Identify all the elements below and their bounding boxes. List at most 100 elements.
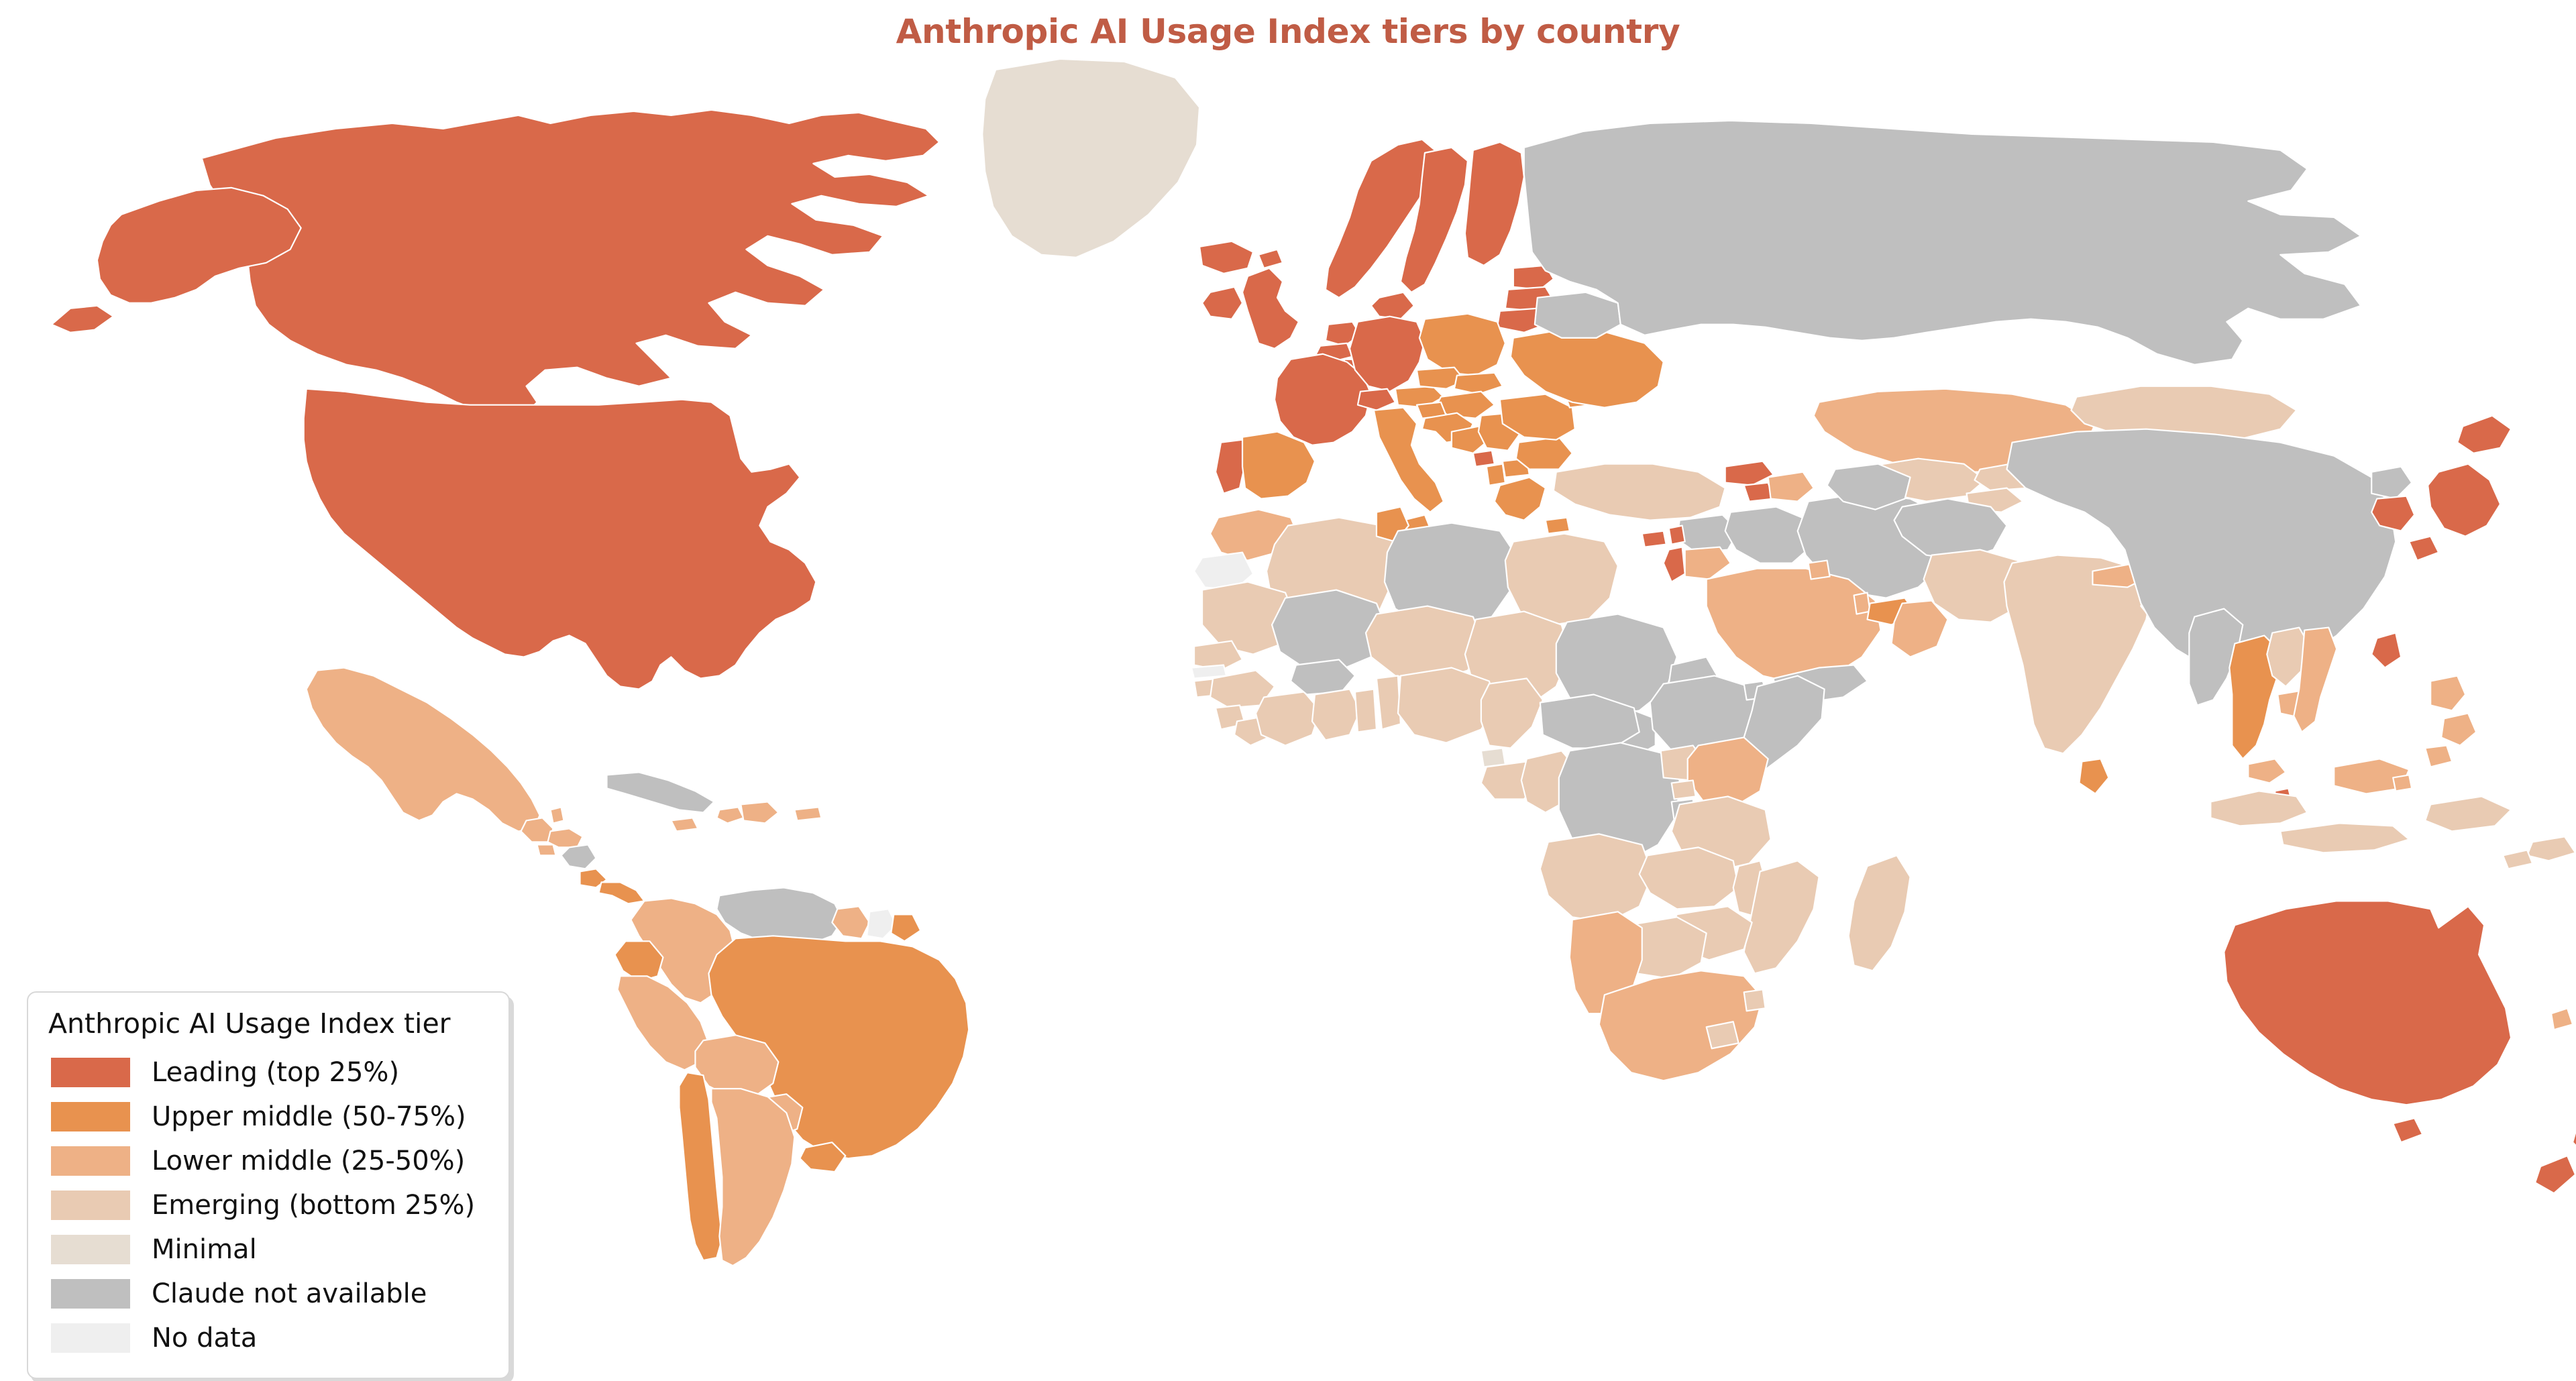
- country-alaska[interactable]: [52, 188, 301, 333]
- country-fiji[interactable]: [2551, 1008, 2573, 1030]
- country-denmark[interactable]: [1371, 292, 1414, 319]
- country-niger[interactable]: [1366, 606, 1484, 681]
- country-spain[interactable]: [1242, 432, 1315, 499]
- country-norway[interactable]: [1326, 140, 1438, 298]
- country-cuba[interactable]: [606, 772, 714, 812]
- country-peru[interactable]: [617, 976, 708, 1070]
- country-montenegro[interactable]: [1473, 451, 1495, 467]
- country-russia[interactable]: [1524, 121, 2361, 365]
- country-australia[interactable]: [2224, 901, 2511, 1142]
- country-united-kingdom[interactable]: [1242, 250, 1299, 349]
- country-iceland[interactable]: [1199, 241, 1253, 274]
- country-cameroon[interactable]: [1481, 679, 1543, 749]
- legend-item-upper-middle[interactable]: Upper middle (50-75%): [46, 1095, 491, 1139]
- country-ireland[interactable]: [1202, 287, 1242, 319]
- country-japan[interactable]: [2409, 416, 2511, 561]
- country-myanmar[interactable]: [2189, 609, 2243, 706]
- country-south-korea[interactable]: [2371, 496, 2414, 531]
- country-oman[interactable]: [1892, 601, 1948, 657]
- country-jamaica[interactable]: [671, 818, 698, 831]
- country-laos[interactable]: [2267, 628, 2310, 687]
- country-belize[interactable]: [551, 807, 564, 823]
- country-poland[interactable]: [1419, 314, 1505, 376]
- country-nigeria[interactable]: [1398, 668, 1497, 743]
- legend-item-no-data[interactable]: No data: [46, 1316, 491, 1360]
- country-azerbaijan[interactable]: [1768, 472, 1814, 502]
- country-equatorial-guinea[interactable]: [1481, 748, 1505, 767]
- country-zambia[interactable]: [1640, 847, 1739, 909]
- country-portugal[interactable]: [1216, 440, 1245, 494]
- country-el-salvador[interactable]: [537, 844, 556, 855]
- country-belarus[interactable]: [1535, 292, 1621, 338]
- country-greenland[interactable]: [982, 59, 1199, 258]
- country-togo[interactable]: [1355, 689, 1377, 732]
- country-turkmenistan[interactable]: [1827, 464, 1911, 510]
- legend-item-leading[interactable]: Leading (top 25%): [46, 1050, 491, 1095]
- country-angola[interactable]: [1540, 834, 1653, 922]
- country-nicaragua[interactable]: [561, 844, 596, 869]
- country-cyprus[interactable]: [1642, 531, 1666, 547]
- country-madagascar[interactable]: [1849, 855, 1911, 971]
- country-south-africa[interactable]: [1599, 971, 1763, 1081]
- country-benin[interactable]: [1377, 676, 1401, 730]
- country-puerto-rico[interactable]: [794, 807, 821, 820]
- country-eswatini[interactable]: [1744, 989, 1766, 1011]
- country-switzerland[interactable]: [1358, 389, 1395, 410]
- country-israel[interactable]: [1664, 547, 1685, 582]
- country-uruguay[interactable]: [800, 1142, 845, 1172]
- country-senegal[interactable]: [1194, 641, 1242, 671]
- country-mexico[interactable]: [307, 668, 540, 832]
- country-germany[interactable]: [1350, 317, 1425, 392]
- country-chile[interactable]: [679, 1072, 722, 1260]
- country-sri-lanka[interactable]: [2079, 759, 2108, 793]
- country-dominican-republic[interactable]: [741, 802, 778, 823]
- country-mali[interactable]: [1272, 590, 1387, 671]
- country-car[interactable]: [1540, 694, 1640, 748]
- country-argentina[interactable]: [711, 1089, 794, 1266]
- legend-item-emerging[interactable]: Emerging (bottom 25%): [46, 1183, 491, 1227]
- country-french-guiana[interactable]: [891, 914, 920, 941]
- country-haiti[interactable]: [716, 807, 743, 823]
- country-united-states[interactable]: [304, 389, 816, 689]
- country-philippines[interactable]: [2425, 676, 2476, 767]
- country-sudan[interactable]: [1556, 614, 1677, 716]
- country-timor-leste[interactable]: [2503, 850, 2532, 869]
- country-sweden[interactable]: [1401, 148, 1468, 292]
- country-georgia[interactable]: [1725, 461, 1774, 486]
- country-lesotho[interactable]: [1707, 1021, 1739, 1048]
- legend-item-minimal[interactable]: Minimal: [46, 1227, 491, 1272]
- country-finland[interactable]: [1465, 142, 1524, 266]
- country-ghana[interactable]: [1312, 689, 1360, 740]
- country-greece[interactable]: [1495, 478, 1570, 534]
- legend-item-unavailable[interactable]: Claude not available: [46, 1272, 491, 1316]
- country-rwanda[interactable]: [1672, 780, 1696, 799]
- country-taiwan[interactable]: [2371, 633, 2401, 668]
- country-brunei[interactable]: [2393, 775, 2412, 791]
- country-bulgaria[interactable]: [1516, 437, 1572, 469]
- country-malaysia[interactable]: [2248, 759, 2409, 793]
- country-france[interactable]: [1275, 354, 1371, 445]
- country-jordan[interactable]: [1685, 547, 1731, 579]
- country-slovakia[interactable]: [1454, 373, 1503, 394]
- country-lebanon[interactable]: [1669, 526, 1685, 545]
- country-north-korea[interactable]: [2371, 467, 2412, 499]
- country-albania[interactable]: [1487, 464, 1505, 486]
- country-bolivia[interactable]: [695, 1035, 778, 1097]
- country-somalia[interactable]: [1741, 676, 1825, 770]
- country-vietnam[interactable]: [2294, 628, 2337, 732]
- country-kuwait[interactable]: [1809, 561, 1830, 579]
- country-brazil[interactable]: [708, 936, 969, 1158]
- country-canada[interactable]: [202, 110, 939, 419]
- country-mongolia[interactable]: [2071, 386, 2296, 443]
- country-ivory-coast[interactable]: [1256, 692, 1320, 745]
- country-mozambique[interactable]: [1744, 861, 1819, 973]
- country-panama[interactable]: [598, 882, 644, 903]
- country-iraq[interactable]: [1725, 507, 1814, 563]
- country-new-zealand[interactable]: [2535, 1113, 2576, 1193]
- country-indonesia[interactable]: [2210, 791, 2575, 861]
- country-romania[interactable]: [1500, 394, 1575, 440]
- country-suriname[interactable]: [867, 909, 896, 938]
- country-estonia[interactable]: [1513, 266, 1554, 290]
- legend-item-lower-middle[interactable]: Lower middle (25-50%): [46, 1139, 491, 1183]
- country-chad[interactable]: [1465, 612, 1570, 706]
